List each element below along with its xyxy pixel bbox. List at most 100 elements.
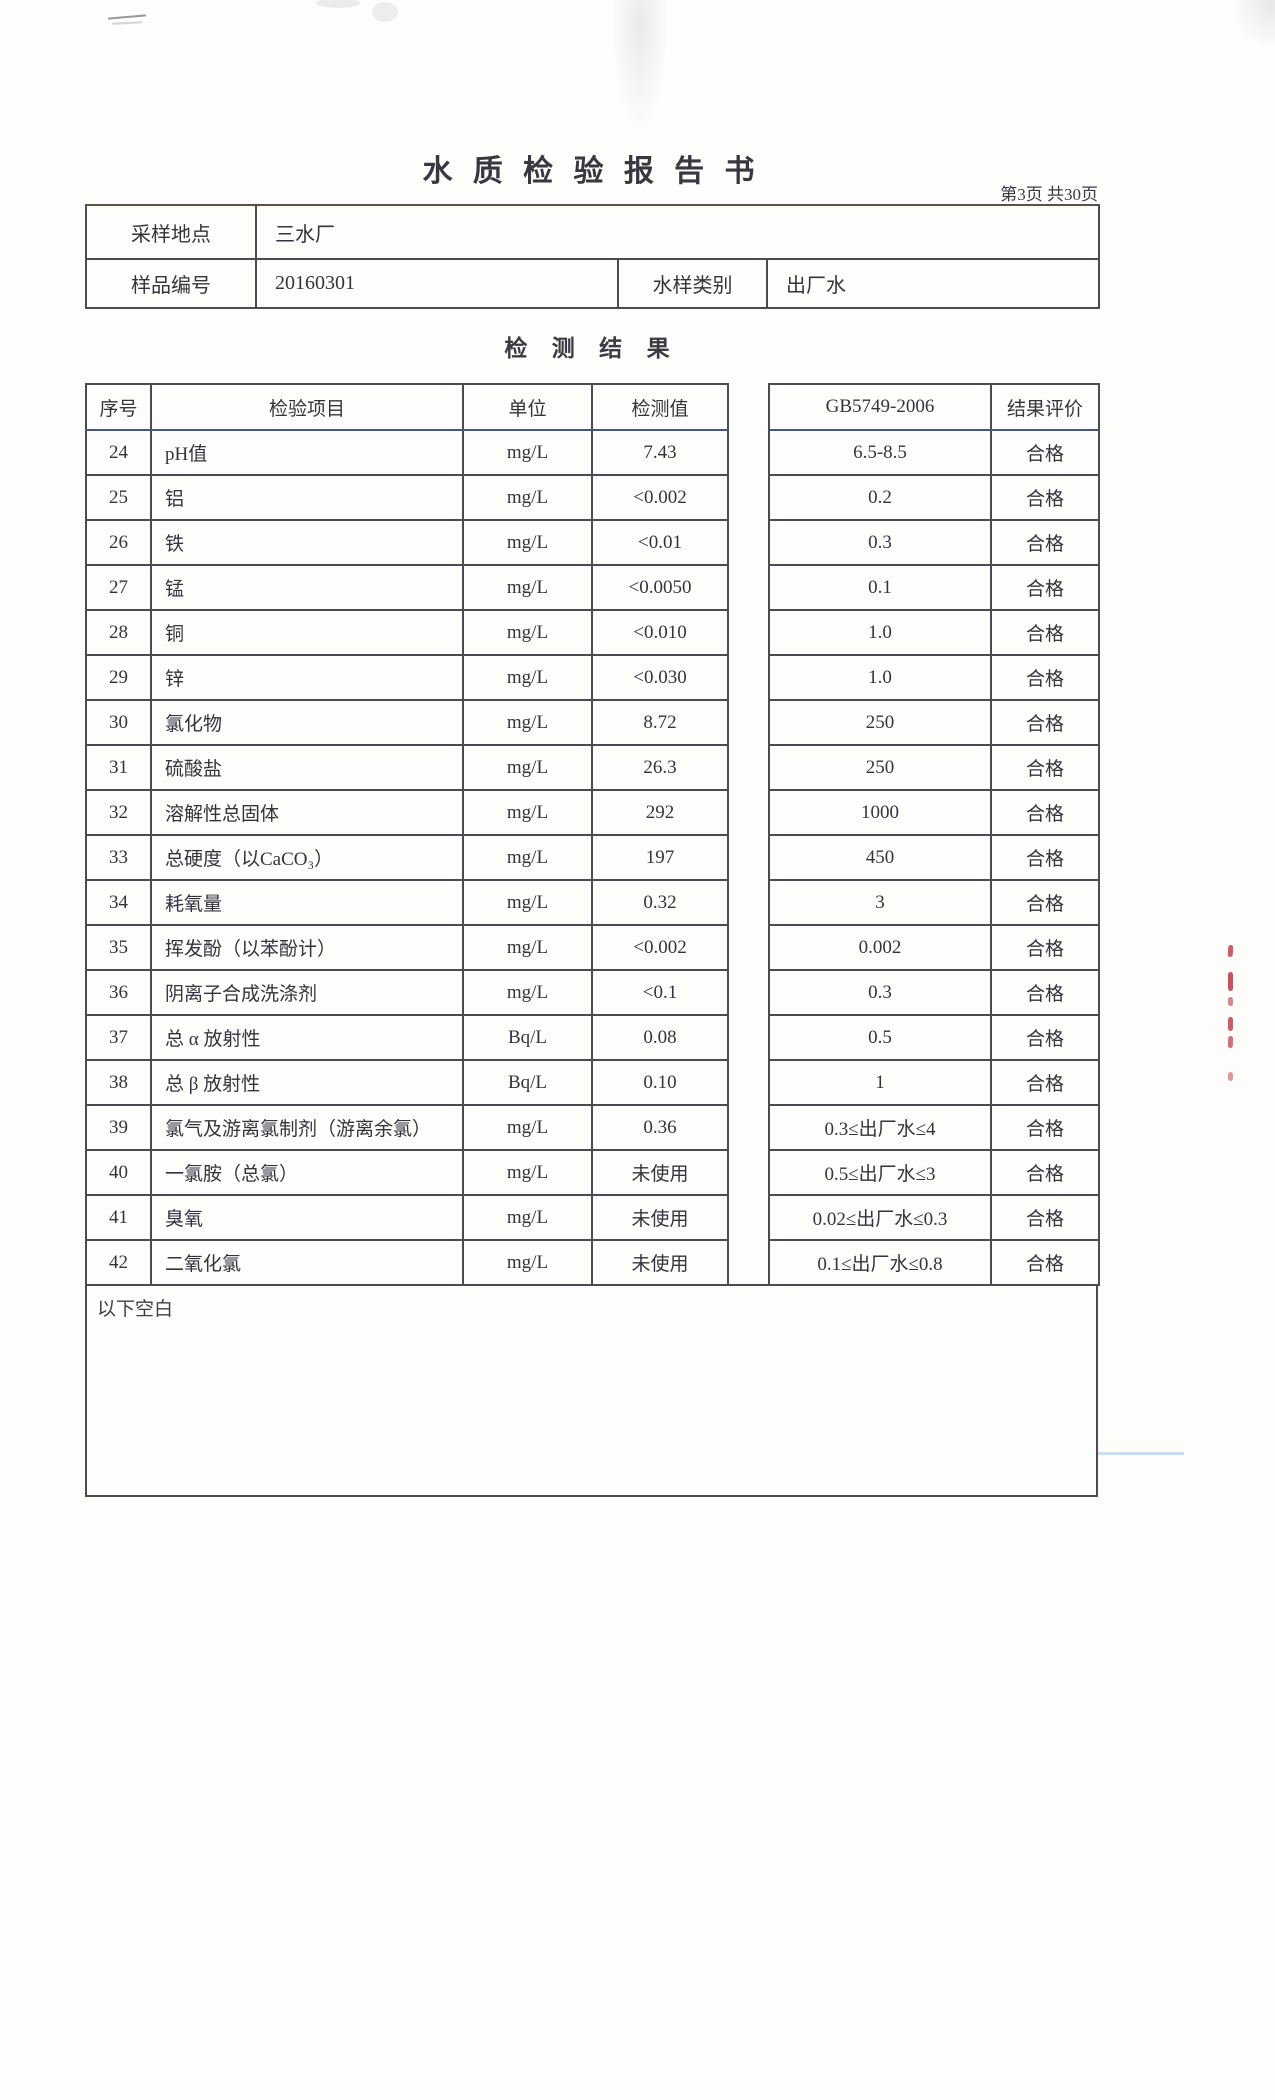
cell-item: 氯化物 [150,699,464,746]
blank-footer-box: 以下空白 [85,1286,1098,1497]
sample-number-value: 20160301 [255,258,619,309]
red-ink-mark [1228,1072,1233,1081]
cell-item: 总硬度（以CaCO₃） [150,834,464,881]
cell-result: 合格 [990,429,1100,476]
column-gap [727,745,770,790]
cell-item: 铜 [150,609,464,656]
table-row: 32 溶解性总固体 mg/L 292 1000 合格 [85,789,1100,836]
page-title: 水 质 检 验 报 告 书 [422,155,761,188]
cell-value: <0.1 [591,969,729,1016]
column-gap [727,475,770,520]
cell-result: 合格 [990,1239,1100,1286]
cell-value: <0.01 [591,519,729,566]
red-ink-mark [1228,972,1233,991]
cell-standard: 0.1≤出厂水≤0.8 [768,1239,992,1286]
table-row: 39 氯气及游离氯制剂（游离余氯） mg/L 0.36 0.3≤出厂水≤4 合格 [85,1104,1100,1151]
cell-result: 合格 [990,1014,1100,1061]
table-row: 38 总 β 放射性 Bq/L 0.10 1 合格 [85,1059,1100,1106]
cell-seq: 28 [85,609,152,656]
cell-standard: 0.3 [768,969,992,1016]
column-gap [727,880,770,925]
cell-unit: mg/L [462,1239,593,1286]
column-gap [727,655,770,700]
cell-seq: 32 [85,789,152,836]
cell-item: 总 α 放射性 [150,1014,464,1061]
scan-smudge [107,14,147,20]
cell-standard: 450 [768,834,992,881]
cell-result: 合格 [990,924,1100,971]
table-row: 31 硫酸盐 mg/L 26.3 250 合格 [85,744,1100,791]
column-gap [727,384,770,430]
cell-standard: 1.0 [768,654,992,701]
cell-standard: 1.0 [768,609,992,656]
cell-seq: 24 [85,429,152,476]
cell-seq: 26 [85,519,152,566]
cell-result: 合格 [990,699,1100,746]
cell-item: 二氧化氯 [150,1239,464,1286]
table-row: 29 锌 mg/L <0.030 1.0 合格 [85,654,1100,701]
cell-result: 合格 [990,789,1100,836]
cell-seq: 25 [85,474,152,521]
table-row: 40 一氯胺（总氯） mg/L 未使用 0.5≤出厂水≤3 合格 [85,1149,1100,1196]
cell-unit: mg/L [462,969,593,1016]
table-row: 24 pH值 mg/L 7.43 6.5-8.5 合格 [85,429,1100,476]
cell-item: 耗氧量 [150,879,464,926]
cell-unit: mg/L [462,1104,593,1151]
cell-standard: 1 [768,1059,992,1106]
footer-note: 以下空白 [97,1299,174,1320]
cell-seq: 38 [85,1059,152,1106]
cell-unit: mg/L [462,429,593,476]
cell-unit: mg/L [462,924,593,971]
cell-unit: mg/L [462,834,593,881]
cell-value: 26.3 [591,744,729,791]
cell-item: 臭氧 [150,1194,464,1241]
cell-seq: 36 [85,969,152,1016]
cell-standard: 0.3 [768,519,992,566]
sampling-location-label: 采样地点 [85,204,257,260]
table-row: 37 总 α 放射性 Bq/L 0.08 0.5 合格 [85,1014,1100,1061]
cell-value: 0.32 [591,879,729,926]
cell-seq: 33 [85,834,152,881]
red-ink-mark [1227,944,1234,958]
cell-standard: 0.5≤出厂水≤3 [768,1149,992,1196]
cell-item: 挥发酚（以苯酚计） [150,924,464,971]
scan-smudge [1096,1452,1184,1455]
table-row: 25 铝 mg/L <0.002 0.2 合格 [85,474,1100,521]
cell-unit: Bq/L [462,1014,593,1061]
cell-unit: mg/L [462,609,593,656]
cell-result: 合格 [990,564,1100,611]
cell-value: <0.002 [591,474,729,521]
cell-value: 8.72 [591,699,729,746]
page-number: 第3页 共30页 [1000,185,1098,204]
cell-unit: Bq/L [462,1059,593,1106]
cell-unit: mg/L [462,1149,593,1196]
column-gap [727,1150,770,1195]
cell-item: 锌 [150,654,464,701]
header-result: 结果评价 [990,383,1100,431]
cell-seq: 29 [85,654,152,701]
cell-seq: 37 [85,1014,152,1061]
cell-seq: 42 [85,1239,152,1286]
cell-seq: 35 [85,924,152,971]
cell-unit: mg/L [462,699,593,746]
cell-seq: 40 [85,1149,152,1196]
cell-value: <0.010 [591,609,729,656]
column-gap [727,1240,770,1286]
table-row: 33 总硬度（以CaCO₃） mg/L 197 450 合格 [85,834,1100,881]
cell-seq: 27 [85,564,152,611]
scan-smudge [1235,0,1275,46]
column-gap [727,430,770,475]
cell-value: 0.36 [591,1104,729,1151]
results-table-body: 24 pH值 mg/L 7.43 6.5-8.5 合格 25 铝 mg/L <0.002 0.2 合格… [85,429,1100,1286]
cell-unit: mg/L [462,474,593,521]
cell-standard: 3 [768,879,992,926]
section-title: 检 测 结 果 [504,335,679,361]
cell-value: 292 [591,789,729,836]
column-gap [727,790,770,835]
sample-number-label: 样品编号 [85,258,257,309]
cell-unit: mg/L [462,564,593,611]
results-table: 序号 检验项目 单位 检测值 GB5749-2006 结果评价 24 pH值 mg/… [85,383,1100,1286]
column-gap [727,565,770,610]
cell-unit: mg/L [462,789,593,836]
cell-result: 合格 [990,519,1100,566]
